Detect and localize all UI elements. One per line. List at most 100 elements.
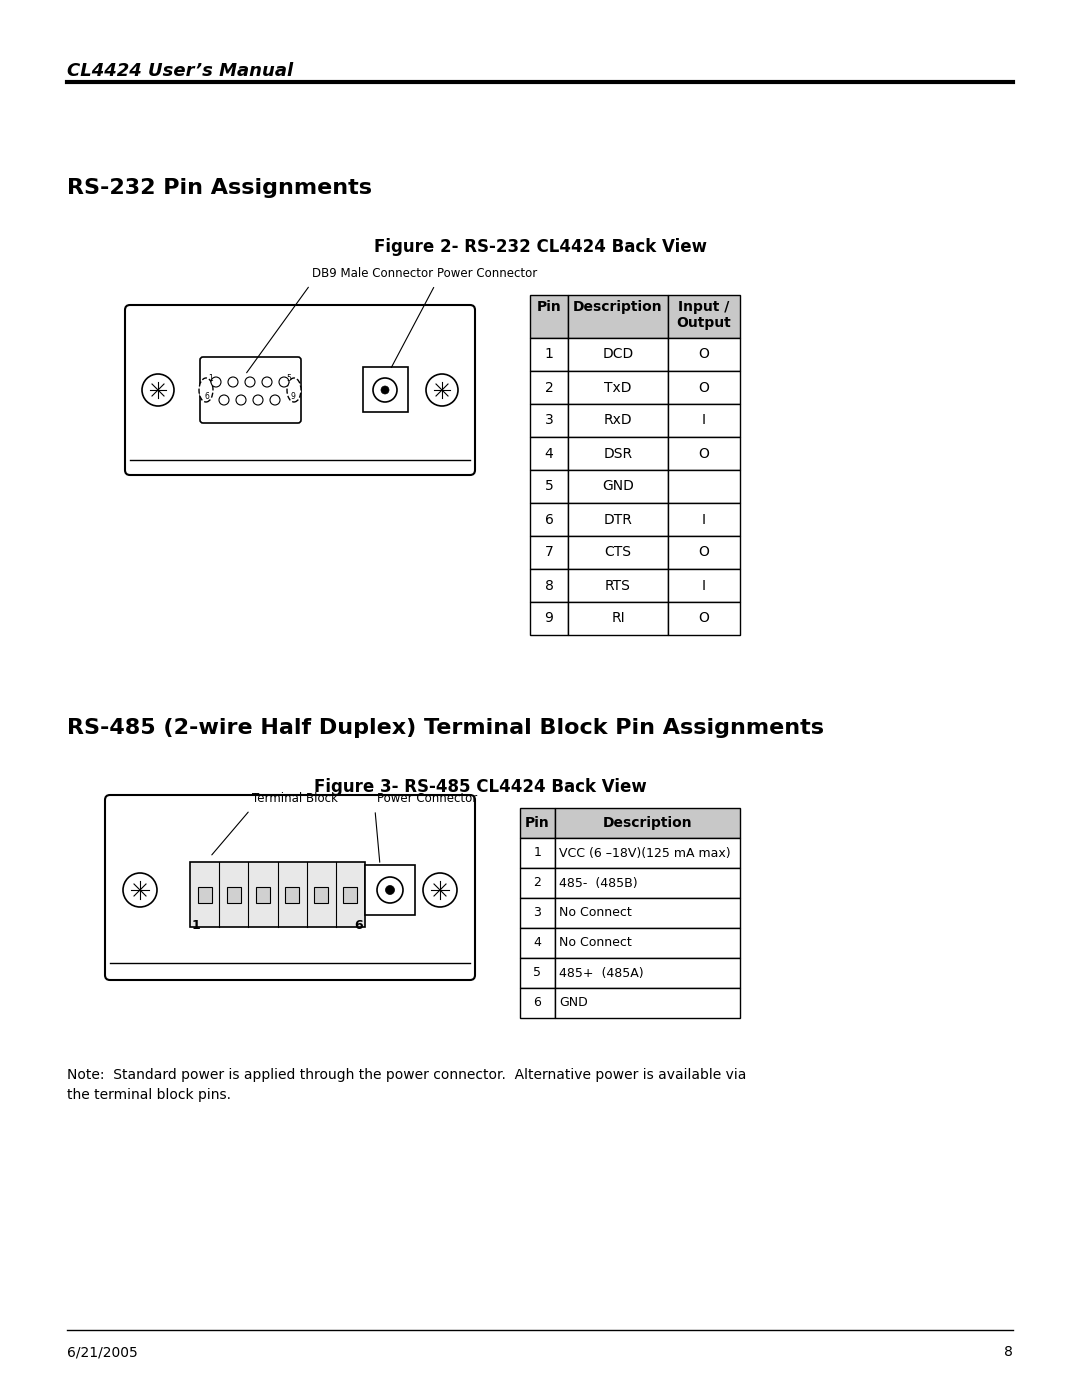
Bar (530, 569, 568, 602)
Text: 3: 3 (544, 414, 553, 427)
Bar (530, 437, 568, 469)
Bar (530, 404, 568, 437)
Text: 485-  (485B): 485- (485B) (559, 876, 637, 890)
Circle shape (386, 886, 394, 894)
Bar (519, 807, 555, 838)
Bar (519, 958, 555, 988)
Circle shape (123, 873, 157, 907)
Bar (555, 958, 740, 988)
Text: 1: 1 (208, 374, 214, 383)
Bar (568, 536, 669, 569)
Text: TxD: TxD (604, 380, 632, 394)
Bar (555, 838, 740, 868)
Circle shape (423, 873, 457, 907)
Bar (198, 887, 212, 902)
Text: 9: 9 (291, 393, 296, 401)
Bar (555, 928, 740, 958)
Text: Power Connector: Power Connector (437, 267, 537, 279)
Bar (568, 338, 669, 372)
Bar (519, 898, 555, 928)
Bar (530, 372, 568, 404)
Circle shape (141, 374, 174, 407)
Bar (568, 503, 669, 536)
Text: Pin: Pin (537, 300, 562, 314)
Text: Note:  Standard power is applied through the power connector.  Alternative power: Note: Standard power is applied through … (67, 1067, 746, 1101)
Text: 5: 5 (544, 479, 553, 493)
Text: 6/21/2005: 6/21/2005 (67, 1345, 138, 1359)
Text: Terminal Block: Terminal Block (252, 792, 338, 805)
Bar (530, 295, 568, 338)
Circle shape (253, 395, 264, 405)
Text: DCD: DCD (603, 348, 634, 362)
Text: CTS: CTS (605, 545, 632, 560)
Bar (568, 569, 669, 602)
Bar (256, 887, 270, 902)
Bar (568, 404, 669, 437)
Bar (555, 807, 740, 838)
Text: No Connect: No Connect (559, 907, 632, 919)
Bar (519, 988, 555, 1018)
Circle shape (228, 377, 238, 387)
Text: RS-485 (2-wire Half Duplex) Terminal Block Pin Assignments: RS-485 (2-wire Half Duplex) Terminal Blo… (67, 718, 824, 738)
Text: Input /
Output: Input / Output (677, 300, 731, 330)
Circle shape (245, 377, 255, 387)
Text: 6: 6 (354, 919, 363, 932)
Bar (568, 372, 669, 404)
Text: 1: 1 (544, 348, 553, 362)
Bar (519, 928, 555, 958)
Circle shape (426, 374, 458, 407)
Text: DB9 Male Connector: DB9 Male Connector (312, 267, 433, 279)
Bar (669, 569, 740, 602)
Ellipse shape (199, 379, 213, 402)
Text: RTS: RTS (605, 578, 631, 592)
Text: 5: 5 (286, 374, 292, 383)
Text: No Connect: No Connect (559, 936, 632, 950)
Bar (555, 988, 740, 1018)
Bar (669, 372, 740, 404)
Bar (530, 338, 568, 372)
Text: 2: 2 (544, 380, 553, 394)
Text: 8: 8 (544, 578, 553, 592)
Circle shape (381, 386, 389, 394)
Circle shape (211, 377, 221, 387)
Text: 5: 5 (534, 967, 541, 979)
Text: GND: GND (559, 996, 588, 1010)
Text: CL4424 User’s Manual: CL4424 User’s Manual (67, 61, 293, 80)
Bar (669, 437, 740, 469)
Text: O: O (699, 612, 710, 626)
Text: 9: 9 (544, 612, 553, 626)
Bar (363, 367, 408, 412)
Bar (285, 887, 299, 902)
Bar (365, 865, 415, 915)
Text: 485+  (485A): 485+ (485A) (559, 967, 644, 979)
Circle shape (262, 377, 272, 387)
FancyBboxPatch shape (200, 358, 301, 423)
Text: 1: 1 (534, 847, 541, 859)
Bar (343, 887, 357, 902)
Circle shape (279, 377, 289, 387)
Bar (227, 887, 241, 902)
Ellipse shape (287, 379, 301, 402)
Bar (519, 838, 555, 868)
Text: O: O (699, 348, 710, 362)
Text: I: I (702, 513, 706, 527)
Text: I: I (702, 414, 706, 427)
Bar (530, 503, 568, 536)
Bar (555, 868, 740, 898)
Text: RI: RI (611, 612, 625, 626)
Text: 4: 4 (544, 447, 553, 461)
Text: VCC (6 –18V)(125 mA max): VCC (6 –18V)(125 mA max) (559, 847, 731, 859)
Text: GND: GND (602, 479, 634, 493)
Bar (530, 536, 568, 569)
Circle shape (237, 395, 246, 405)
Bar (314, 887, 328, 902)
Text: 3: 3 (534, 907, 541, 919)
Text: RS-232 Pin Assignments: RS-232 Pin Assignments (67, 177, 372, 198)
Bar (669, 404, 740, 437)
Bar (568, 437, 669, 469)
Text: DTR: DTR (604, 513, 633, 527)
Bar (568, 295, 669, 338)
Bar (530, 469, 568, 503)
Text: 4: 4 (534, 936, 541, 950)
Bar (669, 469, 740, 503)
